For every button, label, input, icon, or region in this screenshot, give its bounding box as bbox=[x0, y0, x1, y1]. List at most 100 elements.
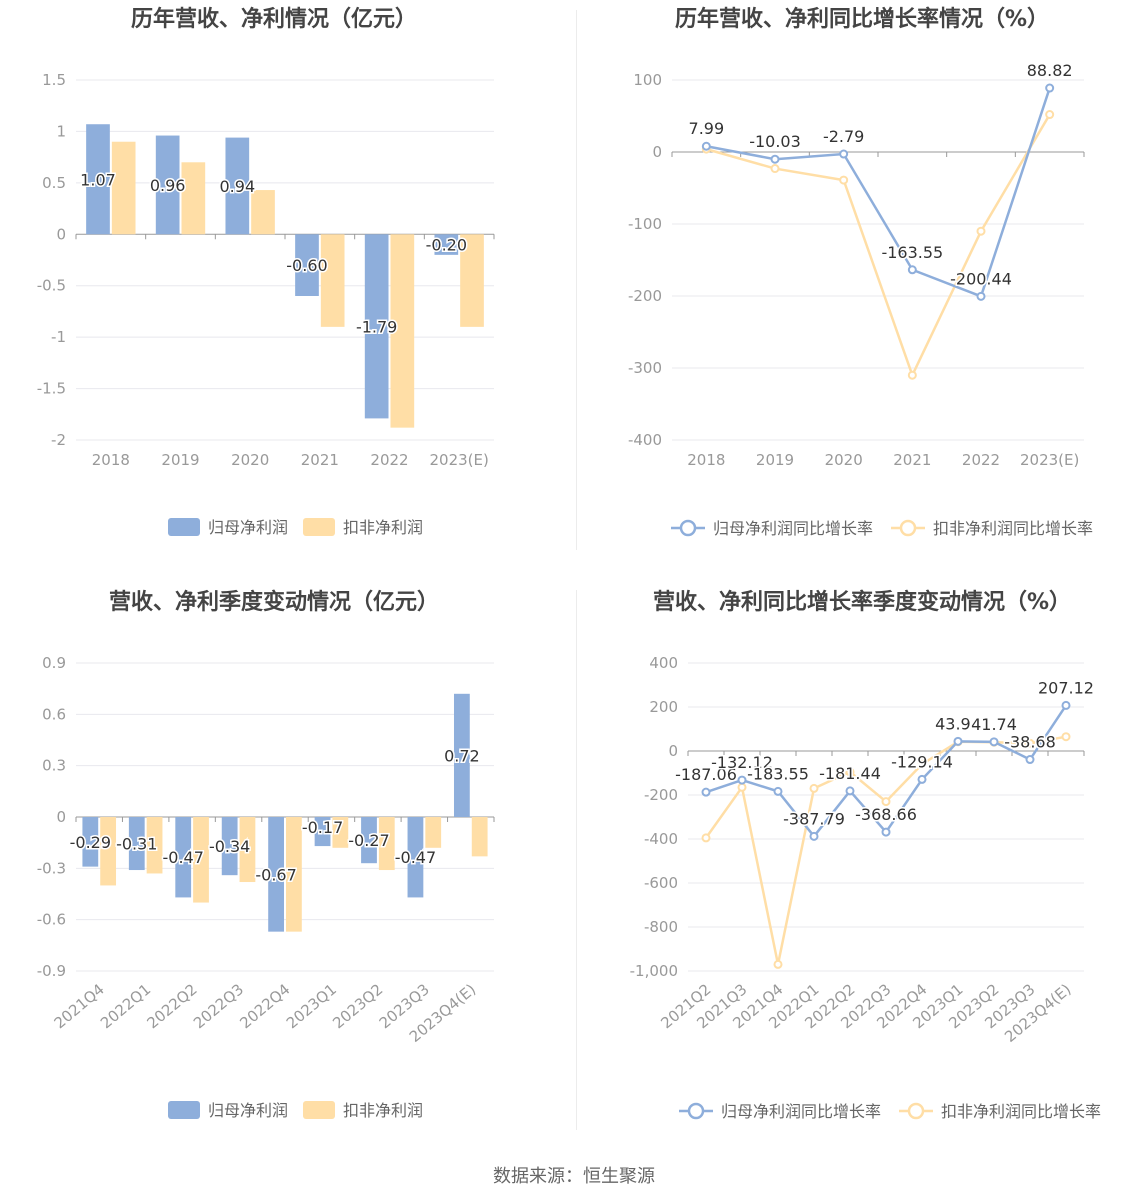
y-tick-label: -300 bbox=[628, 359, 662, 377]
y-tick-label: -1.5 bbox=[37, 380, 66, 398]
y-tick-label: 0.9 bbox=[42, 654, 66, 672]
point-deducted-profit-growth bbox=[1045, 110, 1055, 120]
bar-data-label: 1.07 bbox=[80, 170, 116, 189]
legend-marker-deducted-profit-growth bbox=[907, 1102, 925, 1120]
bar-net-profit bbox=[86, 124, 110, 235]
x-tick-label: 2019 bbox=[161, 451, 199, 469]
x-tick-label: 2022Q3 bbox=[190, 980, 247, 1032]
divider-bottom bbox=[576, 590, 577, 1130]
point-net-profit-growth bbox=[989, 737, 999, 747]
line-data-label: 7.99 bbox=[689, 119, 725, 138]
chart-title: 历年营收、净利同比增长率情况（%） bbox=[675, 6, 1049, 32]
x-tick-label: 2018 bbox=[92, 451, 130, 469]
point-deducted-profit-growth bbox=[881, 797, 891, 807]
x-tick-label: 2022Q2 bbox=[144, 980, 201, 1032]
point-net-profit-growth bbox=[1025, 755, 1035, 765]
bar-data-label: -0.31 bbox=[116, 835, 157, 854]
bar-deducted-profit bbox=[425, 817, 442, 848]
x-tick-label: 2018 bbox=[687, 451, 725, 469]
point-deducted-profit-growth bbox=[839, 175, 849, 185]
x-tick-label: 2021 bbox=[893, 451, 931, 469]
divider-top bbox=[576, 10, 577, 550]
legend-marker-deducted-profit-growth bbox=[899, 519, 917, 537]
y-tick-label: -800 bbox=[644, 918, 678, 936]
line-data-label: -387.79 bbox=[783, 809, 845, 828]
y-tick-label: 200 bbox=[649, 698, 678, 716]
point-net-profit-growth bbox=[1045, 83, 1055, 93]
quarterly-growth-chart: 营收、净利同比增长率季度变动情况（%） 400 200 0 -200 -400 -600 -8… bbox=[574, 583, 1148, 1163]
bar-data-label: -0.60 bbox=[286, 256, 327, 275]
bar-data-label: -0.17 bbox=[302, 818, 343, 837]
source-label: 数据来源： bbox=[493, 1166, 583, 1187]
line-data-label: -183.55 bbox=[747, 764, 809, 783]
line-data-label: -368.66 bbox=[855, 805, 917, 824]
y-tick-label: -0.6 bbox=[37, 911, 66, 929]
bar-deducted-profit bbox=[378, 817, 395, 871]
quarterly-profit-chart: 营收、净利季度变动情况（亿元） 0.9 0.6 0.3 0 -0.3 -0.6 -0.9 202… bbox=[0, 583, 574, 1163]
y-tick-label: -1,000 bbox=[630, 962, 678, 980]
legend-label-net-profit: 归母净利润 bbox=[208, 1101, 288, 1120]
bar-deducted-profit bbox=[332, 817, 349, 848]
y-tick-label: 0 bbox=[652, 143, 662, 161]
line-deducted-profit-growth bbox=[705, 113, 1051, 379]
line-data-label: -132.12 bbox=[711, 753, 773, 772]
line-data-label: -10.03 bbox=[749, 132, 801, 151]
chart-title: 营收、净利同比增长率季度变动情况（%） bbox=[653, 589, 1071, 615]
bar-data-label: -0.29 bbox=[70, 833, 111, 852]
point-deducted-profit-growth bbox=[1061, 732, 1071, 742]
point-net-profit-growth bbox=[917, 774, 927, 784]
chart-title: 营收、净利季度变动情况（亿元） bbox=[109, 589, 439, 615]
annual-profit-chart-svg: 历年营收、净利情况（亿元） 1.5 1 0.5 0 -0.5 -1 -1.5 -2 2018 201… bbox=[37, 6, 495, 537]
point-deducted-profit-growth bbox=[809, 783, 819, 793]
point-deducted-profit-growth bbox=[1025, 738, 1035, 748]
bar-net-profit bbox=[434, 234, 459, 255]
point-deducted-profit-growth bbox=[845, 767, 855, 777]
bar-deducted-profit bbox=[460, 234, 484, 327]
legend-swatch-deducted-profit bbox=[303, 1101, 335, 1119]
bar-net-profit bbox=[268, 817, 284, 932]
bar-deducted-profit bbox=[320, 234, 345, 327]
x-tick-label: 2023(E) bbox=[429, 451, 488, 469]
y-tick-label: 0.5 bbox=[42, 174, 66, 192]
legend-label-net-profit: 归母净利润 bbox=[208, 518, 288, 537]
x-tick-label: 2021Q4 bbox=[51, 980, 108, 1032]
y-tick-label: -0.3 bbox=[37, 859, 66, 877]
point-net-profit-growth bbox=[976, 291, 986, 301]
legend-label-deducted-profit: 扣非净利润 bbox=[343, 1101, 423, 1120]
point-deducted-profit-growth bbox=[773, 959, 783, 969]
point-net-profit-growth bbox=[809, 831, 819, 841]
bar-deducted-profit bbox=[471, 817, 488, 857]
bar-net-profit bbox=[82, 817, 99, 867]
bar-deducted-profit bbox=[251, 190, 275, 235]
y-tick-label: -1 bbox=[51, 328, 66, 346]
line-data-label: 41.74 bbox=[971, 715, 1017, 734]
x-tick-label: 2021 bbox=[301, 451, 339, 469]
line-data-label: 207.12 bbox=[1038, 678, 1094, 697]
point-net-profit-growth bbox=[773, 786, 783, 796]
quarterly-profit-chart-svg: 营收、净利季度变动情况（亿元）0.90.60.30-0.3-0.6-0.9202… bbox=[37, 589, 495, 1120]
bar-net-profit bbox=[221, 817, 238, 876]
y-tick-label: -400 bbox=[644, 830, 678, 848]
bar-data-label: 0.94 bbox=[220, 177, 256, 196]
point-deducted-profit-growth bbox=[907, 370, 917, 380]
y-tick-label: 100 bbox=[633, 71, 662, 89]
bar-deducted-profit bbox=[193, 817, 209, 903]
line-data-label: -129.14 bbox=[891, 752, 953, 771]
point-net-profit-growth bbox=[1061, 700, 1071, 710]
bar-net-profit bbox=[361, 817, 377, 864]
bar-data-label: -0.27 bbox=[348, 831, 389, 850]
point-net-profit-growth bbox=[737, 775, 747, 785]
bar-deducted-profit bbox=[239, 817, 256, 883]
bar-net-profit bbox=[295, 234, 319, 296]
y-tick-label: -0.9 bbox=[37, 962, 66, 980]
line-data-label: 43.94 bbox=[935, 714, 981, 733]
line-data-label: -181.44 bbox=[819, 764, 881, 783]
point-net-profit-growth bbox=[845, 786, 855, 796]
legend-marker-net-profit-growth bbox=[687, 1102, 705, 1120]
bar-deducted-profit bbox=[146, 817, 163, 874]
line-data-label: -38.68 bbox=[1004, 733, 1056, 752]
bar-deducted-profit bbox=[181, 162, 206, 235]
y-tick-label: 0.3 bbox=[42, 757, 66, 775]
legend-label-deducted-profit: 扣非净利润 bbox=[343, 518, 423, 537]
bar-data-label: -0.47 bbox=[395, 848, 436, 867]
